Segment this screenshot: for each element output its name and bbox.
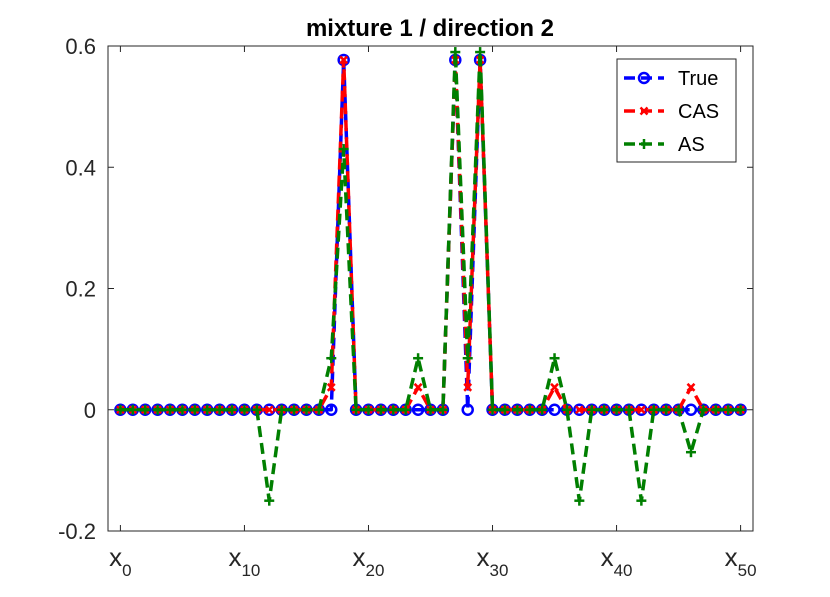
data-point-as [400,404,411,415]
y-tick-label: 0.6 [65,34,96,59]
chart-title: mixture 1 / direction 2 [306,15,554,42]
data-point-true [411,403,425,416]
data-point-as [140,404,151,415]
series-layer [114,47,747,506]
data-point-cas [550,382,559,392]
data-point-as [301,404,312,415]
data-point-as [177,404,188,415]
data-point-as [574,495,585,506]
data-point-as [127,404,138,415]
data-point-as [115,404,126,415]
data-point-as [227,404,238,415]
data-point-as [710,404,721,415]
legend-label: True [678,68,718,90]
data-point-as [425,404,436,415]
data-point-as [202,404,213,415]
data-point-cas [686,382,696,392]
data-point-as [475,47,486,58]
legend-item-as: AS [624,134,705,156]
data-point-cas [326,382,336,392]
data-point-as [586,404,597,415]
data-point-as [189,404,200,415]
y-tick-label: 0.4 [65,155,96,180]
data-point-as [623,404,634,415]
data-point-cas [264,405,274,415]
data-point-as [363,404,374,415]
data-point-as [437,404,448,415]
data-point-as [636,495,647,506]
legend-marker [639,106,649,116]
legend-marker [637,71,651,85]
data-point-as [214,404,225,415]
data-point-as [251,404,262,415]
data-point-cas [413,382,423,392]
data-point-cas [339,55,349,65]
legend-marker [639,139,649,149]
data-point-as [537,404,548,415]
x-tick-label: x40 [601,542,633,580]
data-point-as [499,404,510,415]
data-point-as [648,404,659,415]
legend-label: AS [678,134,705,156]
legend: True CAS AS [616,58,737,163]
data-point-as [661,404,672,415]
data-point-as [698,404,709,415]
data-point-as [735,404,746,415]
data-point-as [685,447,696,458]
data-point-true [548,403,561,416]
data-point-as [375,404,386,415]
data-point-as [388,404,399,415]
legend-box [616,58,737,163]
data-point-as [549,353,560,364]
data-point-true [461,403,474,416]
data-point-as [413,353,424,364]
data-point-as [351,404,362,415]
data-point-cas [574,405,584,415]
data-point-as [673,404,684,415]
x-tick-label: x0 [109,542,131,580]
legend-item-cas: CAS [624,101,719,123]
x-tick-label: x30 [477,542,509,580]
x-tick-label: x50 [725,542,757,580]
y-tick-label: 0.2 [65,277,96,302]
y-tick-label: 0 [84,398,96,423]
data-point-as [289,404,300,415]
data-point-cas [636,405,646,415]
legend-label: CAS [678,101,719,123]
data-point-as [487,404,498,415]
data-point-as [152,404,163,415]
y-tick-label: -0.2 [58,519,96,544]
data-point-as [611,404,622,415]
data-point-as [524,404,535,415]
data-point-as [450,47,461,58]
data-point-as [338,144,349,155]
data-point-as [462,353,473,364]
data-point-as [165,404,176,415]
data-point-as [264,495,275,506]
data-point-as [561,404,572,415]
data-point-cas [463,382,473,392]
axes: -0.2 0 0.2 0.4 0.6 x0 x10 x20 x30 x40 x50 [58,34,756,580]
series-as [115,47,746,506]
data-point-as [326,353,337,364]
data-point-as [723,404,734,415]
x-tick-label: x10 [228,542,260,580]
x-tick-label: x20 [353,542,385,580]
legend-item-true: True [624,68,718,90]
data-point-as [239,404,250,415]
data-point-as [512,404,523,415]
data-point-as [276,404,287,415]
data-point-as [599,404,610,415]
data-point-true [325,403,338,416]
data-point-true [684,403,698,416]
data-point-as [313,404,324,415]
